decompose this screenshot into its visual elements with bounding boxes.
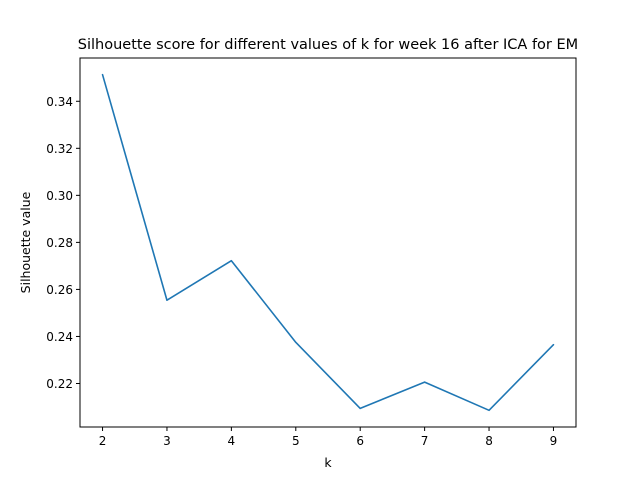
x-axis: 2 3 4 5 6 7 8 9 xyxy=(99,427,558,448)
plot-area xyxy=(79,57,577,428)
y-tick-label: 0.26 xyxy=(46,283,73,297)
chart-title: Silhouette score for different values of… xyxy=(78,37,578,53)
x-tick-label: 4 xyxy=(228,434,236,448)
x-tick-label: 2 xyxy=(99,434,107,448)
y-tick-label: 0.30 xyxy=(46,189,73,203)
y-tick-label: 0.24 xyxy=(46,330,73,344)
y-tick-label: 0.28 xyxy=(46,236,73,250)
y-tick-label: 0.34 xyxy=(46,95,73,109)
x-tick-label: 6 xyxy=(356,434,364,448)
x-tick-label: 5 xyxy=(292,434,300,448)
y-tick-label: 0.22 xyxy=(46,377,73,391)
x-tick-label: 9 xyxy=(550,434,558,448)
x-tick-label: 7 xyxy=(421,434,429,448)
x-axis-label: k xyxy=(324,455,332,470)
y-tick-label: 0.32 xyxy=(46,142,73,156)
series-layer xyxy=(101,73,555,412)
y-axis-label: Silhouette value xyxy=(18,191,33,293)
plot-frame xyxy=(79,57,577,428)
x-tick-label: 3 xyxy=(163,434,171,448)
x-tick-label: 8 xyxy=(485,434,493,448)
y-axis: 0.22 0.24 0.26 0.28 0.30 0.32 0.34 xyxy=(46,95,80,391)
series-line xyxy=(101,73,555,412)
